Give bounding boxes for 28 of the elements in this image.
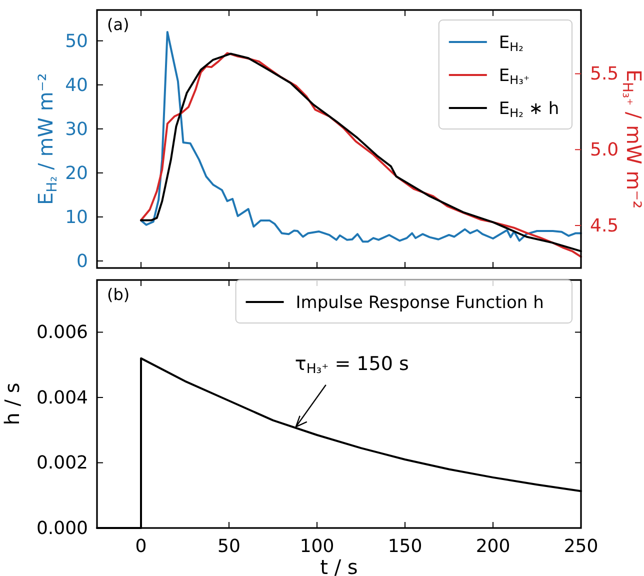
x-tick-label: 50 [218, 536, 240, 557]
annotation: (a) [107, 15, 130, 34]
y-tick-label: 0.002 [36, 452, 88, 474]
y2-tick-label: 5.0 [590, 140, 619, 161]
y-axis-title: h / s [0, 382, 24, 426]
y-tick-label: 0.004 [36, 387, 88, 408]
y2-tick-label: 5.5 [590, 64, 619, 85]
annotation: (b) [107, 285, 130, 304]
y-tick-label: 30 [65, 118, 88, 140]
y-tick-label: 10 [65, 206, 88, 228]
legend-label: Impulse Response Function h [296, 293, 544, 313]
x-tick-label: 150 [388, 536, 422, 557]
x-tick-label: 200 [476, 536, 510, 557]
y-tick-label: 0 [76, 250, 88, 272]
y-tick-label: 0.000 [36, 518, 88, 539]
x-tick-label: 250 [564, 536, 598, 557]
y-tick-label: 0.006 [36, 322, 88, 344]
x-tick-label: 100 [300, 536, 334, 557]
y-tick-label: 40 [65, 74, 88, 96]
x-axis-title: t / s [320, 555, 358, 576]
annotation: τ$_{H₃⁺}$ = 150 s [294, 352, 409, 378]
y-tick-label: 50 [65, 30, 88, 52]
x-tick-label: 0 [135, 536, 147, 557]
y-tick-label: 20 [65, 162, 88, 184]
legend-label: E$_{H₂}$ [498, 33, 524, 54]
y2-tick-label: 4.5 [590, 216, 619, 237]
legend-label: E$_{H₃⁺}$ [498, 66, 530, 87]
legend-label: E$_{H₂}$ ∗ h [498, 99, 560, 120]
